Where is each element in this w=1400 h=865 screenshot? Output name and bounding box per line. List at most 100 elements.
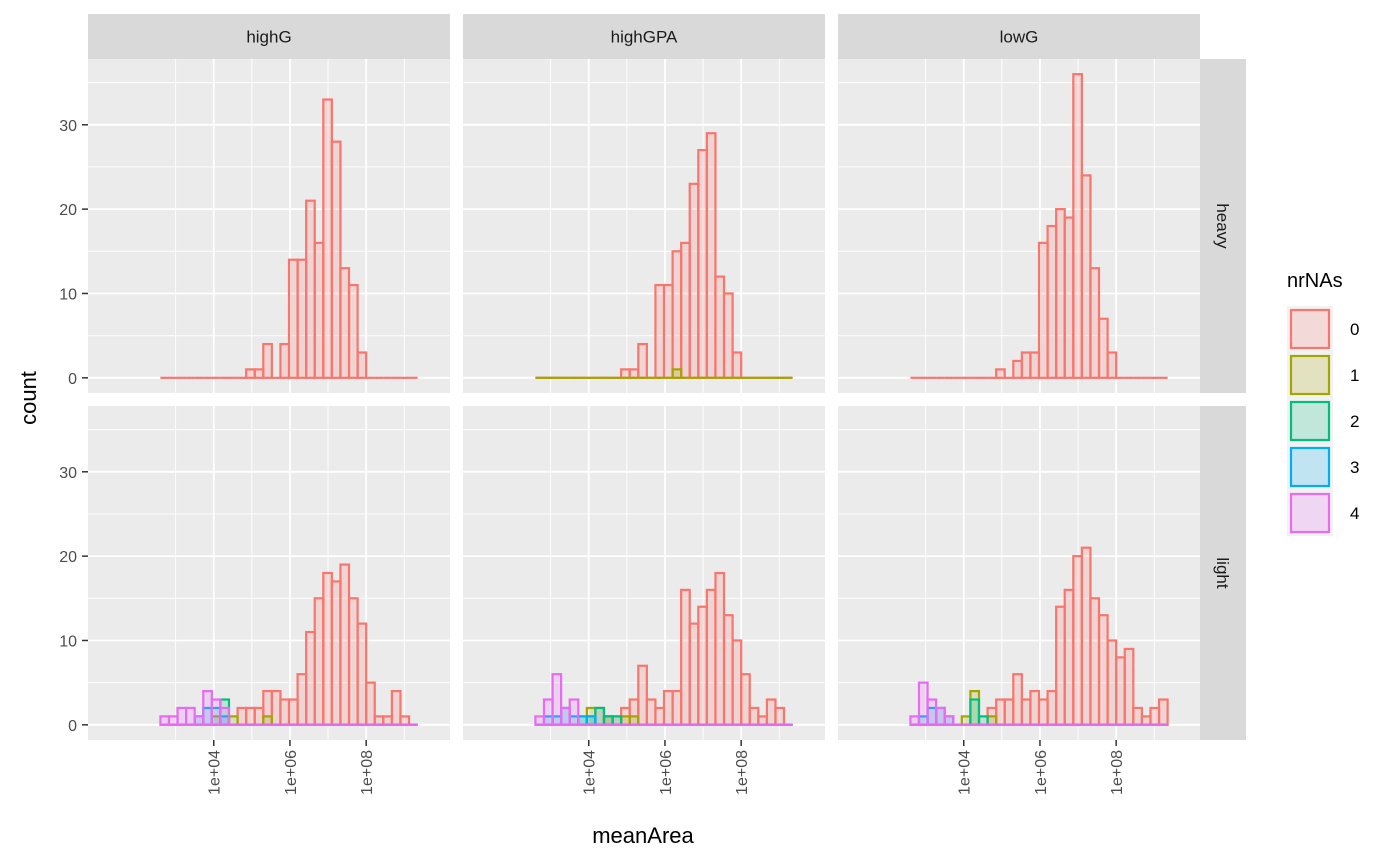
histogram-bar bbox=[287, 698, 299, 726]
histogram-bar bbox=[356, 622, 368, 726]
histogram-bar bbox=[620, 715, 631, 726]
legend-label: 4 bbox=[1350, 504, 1359, 523]
histogram-bar bbox=[305, 199, 316, 379]
histogram-bar bbox=[1157, 698, 1169, 726]
legend-title: nrNAs bbox=[1287, 270, 1343, 292]
y-tick-label: 0 bbox=[68, 371, 77, 388]
histogram-bar bbox=[671, 368, 683, 379]
histogram-bar bbox=[917, 681, 929, 726]
histogram-bar bbox=[774, 706, 786, 726]
legend-label: 3 bbox=[1350, 458, 1359, 477]
panel-highG-light bbox=[88, 406, 450, 740]
series-nrNAs-0 bbox=[160, 563, 418, 726]
histogram-bar bbox=[671, 250, 683, 379]
series-nrNAs-0 bbox=[160, 98, 418, 379]
histogram-bar bbox=[347, 597, 359, 726]
histogram-bar bbox=[722, 614, 734, 726]
x-tick-label: 1e+04 bbox=[957, 750, 974, 795]
facet-strip-highG: highG bbox=[88, 14, 450, 59]
legend-key bbox=[1289, 446, 1331, 488]
histogram-bar bbox=[373, 715, 385, 726]
facet-strip-heavy: heavy bbox=[1200, 59, 1246, 393]
histogram-bar bbox=[542, 698, 554, 726]
histogram-bar bbox=[568, 698, 580, 726]
histogram-bar bbox=[960, 715, 972, 726]
legend: nrNAs 0 1 2 3 4 bbox=[1287, 270, 1359, 536]
histogram-bar bbox=[969, 698, 981, 726]
histogram-bar bbox=[551, 673, 563, 726]
histogram-bar bbox=[1037, 698, 1049, 726]
histogram-bar bbox=[534, 715, 546, 726]
histogram-bar bbox=[765, 698, 777, 726]
series-nrNAs-4 bbox=[534, 673, 793, 726]
legend-label: 1 bbox=[1350, 366, 1359, 385]
histogram-bar bbox=[748, 706, 760, 726]
histogram-bar bbox=[1089, 267, 1101, 379]
histogram-bar bbox=[1106, 639, 1118, 726]
histogram-bar bbox=[1046, 689, 1058, 726]
x-tick-label: 1e+06 bbox=[283, 750, 300, 795]
histogram-bar bbox=[236, 706, 248, 726]
legend-key bbox=[1289, 308, 1331, 350]
histogram-bar bbox=[654, 706, 666, 726]
histogram-bar bbox=[1132, 706, 1143, 726]
x-tick-label: 1e+04 bbox=[582, 750, 599, 795]
histogram-bar bbox=[399, 715, 411, 726]
histogram-bar bbox=[270, 689, 282, 726]
histogram-bar bbox=[1149, 706, 1161, 726]
legend-item-1: 1 bbox=[1287, 352, 1359, 398]
x-tick-label: 1e+08 bbox=[359, 750, 376, 795]
histogram-bar bbox=[1072, 555, 1083, 726]
histogram-bar bbox=[1080, 546, 1092, 726]
histogram-bar bbox=[943, 715, 955, 726]
histogram-bar bbox=[313, 241, 325, 379]
histogram-bar bbox=[313, 597, 325, 726]
panel-highGPA-light bbox=[463, 406, 825, 740]
y-tick-label: 30 bbox=[59, 465, 77, 482]
histogram-bar bbox=[202, 689, 213, 726]
histogram-bar bbox=[995, 368, 1006, 379]
histogram-bar bbox=[193, 715, 205, 726]
histogram-bar bbox=[688, 182, 700, 379]
histogram-bar bbox=[628, 368, 640, 379]
legend-item-4: 4 bbox=[1287, 490, 1359, 536]
histogram-bar bbox=[390, 689, 402, 726]
histogram-bar bbox=[1072, 73, 1083, 379]
series-nrNAs-0 bbox=[910, 73, 1168, 379]
histogram-bar bbox=[705, 132, 717, 379]
panel-lowG-light bbox=[838, 406, 1200, 740]
x-axis-title: meanArea bbox=[592, 823, 694, 848]
y-tick-label: 0 bbox=[68, 718, 77, 735]
histogram-bar bbox=[602, 715, 614, 726]
y-tick-label: 20 bbox=[59, 202, 77, 219]
histogram-bar bbox=[185, 706, 196, 726]
histogram-bar bbox=[688, 622, 700, 726]
histogram-bar bbox=[560, 706, 571, 726]
histogram-bar bbox=[594, 706, 606, 726]
x-tick-label: 1e+06 bbox=[1033, 750, 1050, 795]
histogram-bar bbox=[1106, 351, 1118, 379]
histogram-bar bbox=[585, 715, 597, 726]
histogram-bar bbox=[210, 698, 222, 726]
x-tick-label: 1e+08 bbox=[1109, 750, 1126, 795]
y-tick-label: 10 bbox=[59, 633, 77, 650]
histogram-bar bbox=[1055, 605, 1066, 726]
histogram-bar bbox=[365, 681, 376, 726]
histogram-bar bbox=[1037, 241, 1049, 379]
legend-key bbox=[1289, 492, 1331, 534]
histogram-bar bbox=[1097, 317, 1109, 379]
histogram-bar bbox=[253, 706, 265, 726]
histogram-bar bbox=[227, 715, 239, 726]
histogram-bar bbox=[977, 715, 989, 726]
series-nrNAs-4 bbox=[159, 689, 418, 726]
histogram-bar bbox=[279, 342, 291, 379]
histogram-bar bbox=[714, 275, 726, 379]
histogram-bar bbox=[1097, 614, 1109, 726]
histogram-bar bbox=[1080, 174, 1092, 379]
histogram-bar bbox=[305, 630, 316, 726]
facet-strip-light: light bbox=[1200, 406, 1246, 740]
facet-strip-highGPA: highGPA bbox=[463, 14, 825, 59]
histogram-bar bbox=[714, 571, 726, 726]
histogram-bar bbox=[296, 673, 308, 726]
legend-key bbox=[1289, 400, 1331, 442]
